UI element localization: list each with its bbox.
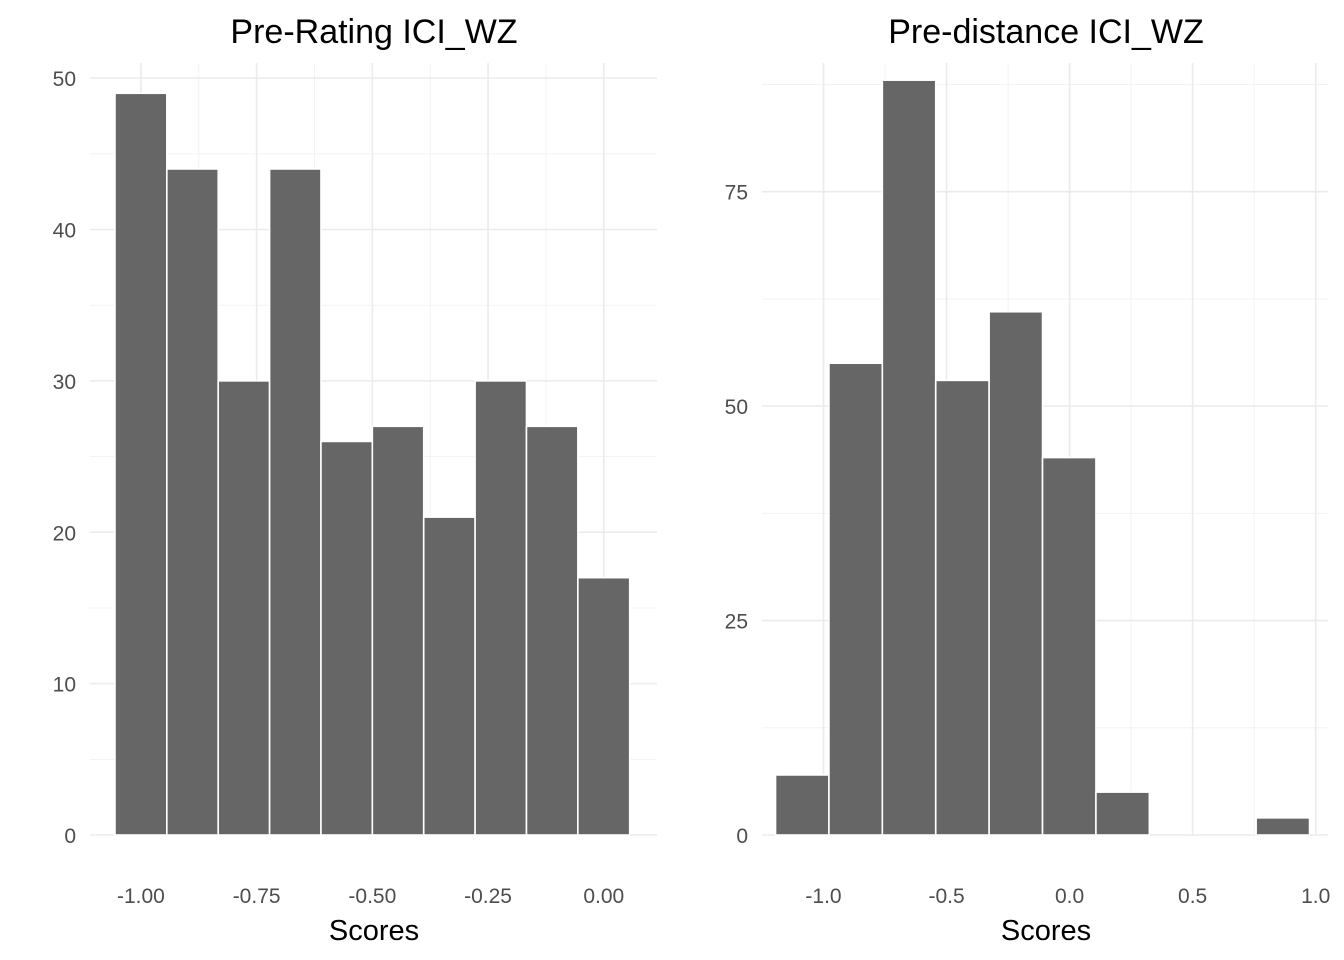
histogram-bar xyxy=(474,380,528,836)
histogram-bar xyxy=(988,310,1044,836)
pre-rating-histogram-panel: Pre-Rating ICI_WZ Scores -1.00 -0.75 -0.50… xyxy=(53,13,657,947)
x-tick-label: -1.0 xyxy=(805,885,841,908)
histogram-bar xyxy=(320,440,374,836)
histogram-bar xyxy=(371,425,425,836)
histogram-bar xyxy=(828,362,884,836)
y-tick-labels: 0 10 20 30 40 50 xyxy=(53,68,76,848)
histogram-bar xyxy=(881,79,937,836)
histogram-bar xyxy=(934,379,990,836)
pre-distance-histogram-panel: Pre-distance ICI_WZ Scores -1.0 -0.5 0.0 0.… xyxy=(725,13,1331,947)
y-tick-labels: 0 25 50 75 xyxy=(725,182,748,848)
y-tick-label: 50 xyxy=(725,396,748,419)
histogram-bar xyxy=(1255,817,1311,836)
y-tick-label: 25 xyxy=(725,611,748,634)
y-tick-label: 40 xyxy=(53,220,76,243)
y-tick-label: 20 xyxy=(53,522,76,545)
x-tick-label: 0.0 xyxy=(1055,885,1084,908)
histogram-bar xyxy=(525,425,579,836)
x-axis-label: Scores xyxy=(329,915,419,947)
chart-title: Pre-Rating ICI_WZ xyxy=(230,13,517,51)
y-tick-label: 0 xyxy=(64,825,76,848)
x-tick-labels: -1.0 -0.5 0.0 0.5 1.0 xyxy=(805,885,1330,908)
histogram-bar xyxy=(1041,456,1097,836)
histogram-bar xyxy=(774,774,830,836)
x-tick-label: -0.5 xyxy=(928,885,964,908)
y-tick-label: 10 xyxy=(53,674,76,697)
x-tick-label: 1.0 xyxy=(1301,885,1330,908)
histogram-bar xyxy=(1095,791,1151,836)
histogram-bar xyxy=(114,92,168,836)
histogram-bar xyxy=(166,168,220,836)
y-tick-label: 50 xyxy=(53,68,76,91)
bars xyxy=(774,79,1311,836)
x-tick-label: -0.50 xyxy=(348,885,396,908)
x-tick-label: -0.75 xyxy=(233,885,281,908)
histogram-bar xyxy=(217,380,271,836)
x-tick-label: -1.00 xyxy=(117,885,165,908)
y-tick-label: 30 xyxy=(53,371,76,394)
histogram-bar xyxy=(577,576,631,836)
bars xyxy=(114,92,631,836)
y-tick-label: 75 xyxy=(725,182,748,205)
histogram-bar xyxy=(268,168,322,836)
x-tick-label: 0.5 xyxy=(1178,885,1207,908)
x-tick-label: -0.25 xyxy=(464,885,512,908)
histogram-bar xyxy=(422,516,476,836)
x-tick-labels: -1.00 -0.75 -0.50 -0.25 0.00 xyxy=(117,885,624,908)
y-tick-label: 0 xyxy=(736,825,748,848)
x-axis-label: Scores xyxy=(1001,915,1091,947)
x-tick-label: 0.00 xyxy=(583,885,624,908)
chart-title: Pre-distance ICI_WZ xyxy=(888,13,1204,51)
